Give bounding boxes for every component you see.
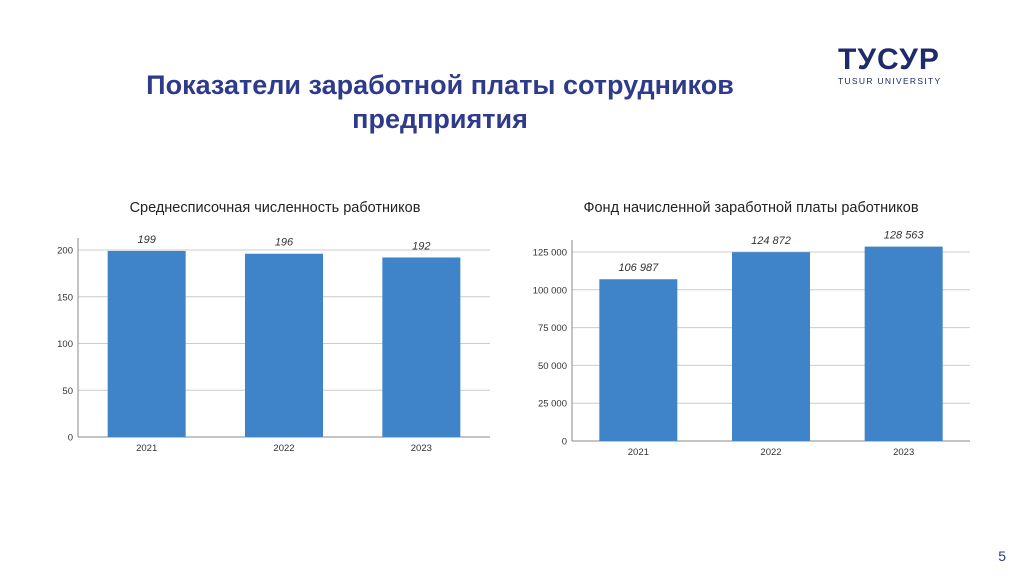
headcount-chart: Среднесписочная численность работников 0 5…: [57, 200, 490, 454]
y-tick-label: 200: [57, 246, 73, 257]
chart-title: Фонд начисленной заработной платы работн…: [583, 200, 918, 216]
y-tick-label: 0: [68, 433, 73, 444]
bar-value-label: 124 872: [751, 235, 791, 247]
x-tick-label: 2022: [760, 447, 781, 458]
page-number: 5: [998, 548, 1006, 564]
x-tick-label: 2023: [893, 447, 914, 458]
payroll-fund-chart: Фонд начисленной заработной платы работн…: [533, 200, 970, 458]
bar: [864, 246, 943, 441]
bar: [732, 252, 810, 441]
y-tick-label: 150: [57, 292, 73, 303]
bar-value-label: 199: [137, 234, 155, 246]
y-tick-label: 100: [57, 339, 73, 350]
chart-title: Среднесписочная численность работников: [130, 200, 421, 216]
bar-value-label: 106 987: [618, 262, 659, 274]
bar-value-label: 128 563: [884, 230, 925, 242]
x-tick-label: 2022: [273, 443, 294, 454]
bar-value-label: 192: [412, 240, 430, 252]
y-tick-label: 75 000: [538, 323, 567, 334]
bar: [245, 253, 323, 437]
x-tick-label: 2023: [411, 443, 432, 454]
bar-value-label: 196: [275, 237, 294, 249]
y-tick-label: 50: [62, 386, 73, 397]
bar: [382, 257, 461, 437]
logo-wordmark: ТУСУР: [838, 43, 940, 76]
bar: [107, 250, 186, 437]
y-tick-label: 25 000: [538, 399, 567, 410]
x-tick-label: 2021: [628, 447, 649, 458]
logo-subtitle: TUSUR UNIVERSITY: [838, 76, 942, 86]
y-tick-label: 50 000: [538, 361, 567, 372]
slide-title: Показатели заработной платы сотрудников …: [146, 70, 734, 134]
x-tick-label: 2021: [136, 443, 157, 454]
y-tick-label: 100 000: [533, 285, 567, 296]
y-tick-label: 125 000: [533, 248, 567, 259]
y-tick-label: 0: [562, 437, 567, 448]
bar: [599, 279, 678, 441]
tusur-logo: ТУСУР TUSUR UNIVERSITY: [838, 43, 963, 87]
